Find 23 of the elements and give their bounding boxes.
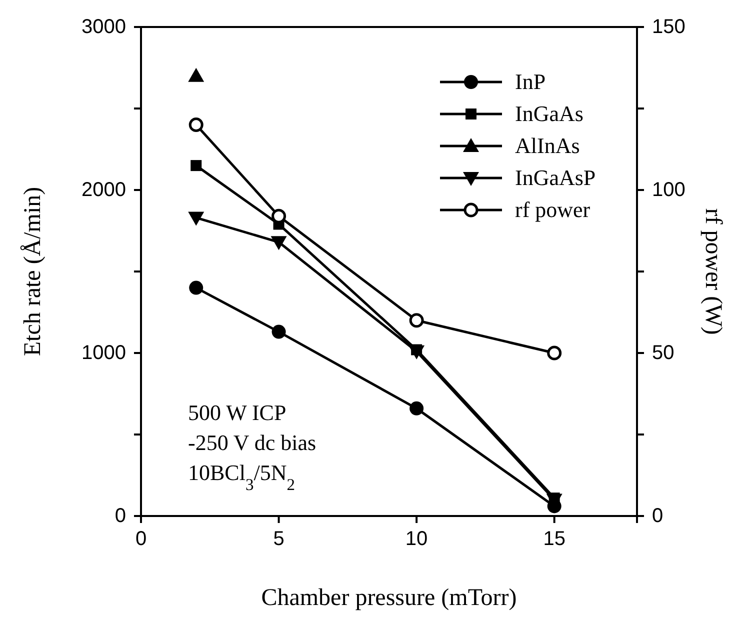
y2-tick-label: 150 xyxy=(652,16,686,38)
annotation: 500 W ICP xyxy=(188,400,286,425)
y-axis-title: Etch rate (Å/min) xyxy=(20,186,46,356)
x-tick-label: 0 xyxy=(135,528,147,550)
annotation: 10BCl$_{3}$/5N$_{2}$ xyxy=(188,460,295,494)
x-tick-label: 15 xyxy=(543,528,566,550)
y-tick-label: 3000 xyxy=(82,16,126,38)
y-tick-label: 2000 xyxy=(82,179,126,201)
x-tick-label: 5 xyxy=(273,528,284,550)
annotation: -250 V dc bias xyxy=(188,430,316,455)
legend-label: AlInAs xyxy=(515,133,580,158)
legend-label: rf power xyxy=(515,197,591,222)
y2-tick-label: 50 xyxy=(652,342,674,364)
y-tick-label: 0 xyxy=(114,505,126,527)
x-axis-title: Chamber pressure (mTorr) xyxy=(261,585,517,611)
legend-label: InGaAsP xyxy=(515,165,596,190)
y2-tick-label: 0 xyxy=(652,505,664,527)
legend-label: InGaAs xyxy=(515,101,584,126)
legend-label: InP xyxy=(515,69,546,94)
y2-tick-label: 100 xyxy=(652,179,686,201)
x-tick-label: 10 xyxy=(405,528,428,550)
y2-axis-title: rf power (W) xyxy=(700,208,726,335)
y-tick-label: 1000 xyxy=(82,342,126,364)
